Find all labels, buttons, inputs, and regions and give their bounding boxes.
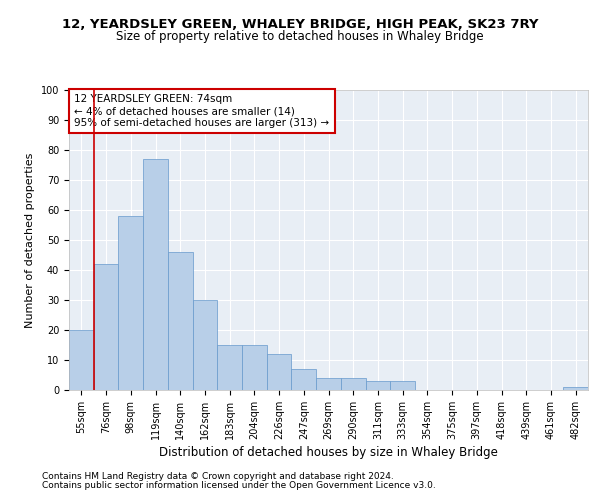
Bar xyxy=(143,159,168,390)
Bar xyxy=(563,387,588,390)
Bar xyxy=(94,264,118,390)
Bar xyxy=(193,300,217,390)
Bar xyxy=(316,378,341,390)
X-axis label: Distribution of detached houses by size in Whaley Bridge: Distribution of detached houses by size … xyxy=(159,446,498,459)
Bar xyxy=(390,381,415,390)
Bar xyxy=(242,345,267,390)
Text: Size of property relative to detached houses in Whaley Bridge: Size of property relative to detached ho… xyxy=(116,30,484,43)
Text: 12, YEARDSLEY GREEN, WHALEY BRIDGE, HIGH PEAK, SK23 7RY: 12, YEARDSLEY GREEN, WHALEY BRIDGE, HIGH… xyxy=(62,18,538,30)
Bar xyxy=(69,330,94,390)
Bar xyxy=(168,252,193,390)
Text: Contains public sector information licensed under the Open Government Licence v3: Contains public sector information licen… xyxy=(42,481,436,490)
Bar xyxy=(341,378,365,390)
Text: 12 YEARDSLEY GREEN: 74sqm
← 4% of detached houses are smaller (14)
95% of semi-d: 12 YEARDSLEY GREEN: 74sqm ← 4% of detach… xyxy=(74,94,329,128)
Bar xyxy=(365,381,390,390)
Text: Contains HM Land Registry data © Crown copyright and database right 2024.: Contains HM Land Registry data © Crown c… xyxy=(42,472,394,481)
Bar xyxy=(267,354,292,390)
Bar xyxy=(118,216,143,390)
Y-axis label: Number of detached properties: Number of detached properties xyxy=(25,152,35,328)
Bar xyxy=(292,369,316,390)
Bar xyxy=(217,345,242,390)
